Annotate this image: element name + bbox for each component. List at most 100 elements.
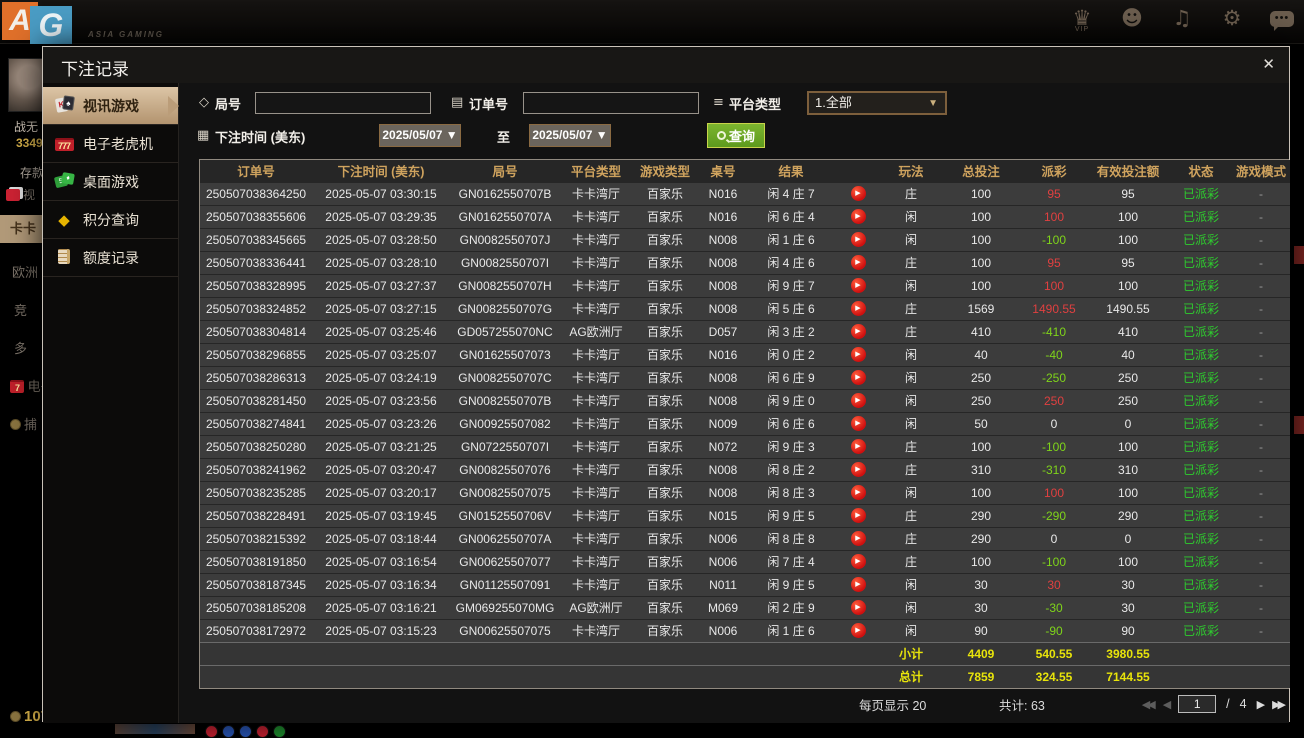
replay-play-icon[interactable]: ▶: [850, 416, 866, 432]
cell-platform: AG欧洲厅: [560, 595, 632, 619]
replay-play-icon[interactable]: ▶: [850, 439, 866, 455]
cell-game-mode: -: [1232, 273, 1290, 297]
cell-status: 已派彩: [1170, 618, 1232, 642]
cell-replay: ▶: [834, 595, 882, 619]
sidebar-item-video-games[interactable]: K ♠ 视讯游戏: [43, 87, 179, 125]
cell-round-no: GN0062550707A: [450, 526, 560, 550]
cell-table-no: N016: [698, 342, 748, 366]
table-row: 250507038355606 2025-05-07 03:29:35 GN0162…: [200, 204, 1290, 228]
replay-play-icon[interactable]: ▶: [850, 600, 866, 616]
cell-valid-bet: 40: [1086, 342, 1170, 366]
replay-play-icon[interactable]: ▶: [850, 255, 866, 271]
replay-play-icon[interactable]: ▶: [850, 462, 866, 478]
replay-play-icon[interactable]: ▶: [850, 186, 866, 202]
cell-result: 闲 4 庄 7: [748, 181, 834, 205]
replay-play-icon[interactable]: ▶: [850, 301, 866, 317]
replay-play-icon[interactable]: ▶: [850, 393, 866, 409]
cell-play-type: 闲: [882, 273, 940, 297]
cell-replay: ▶: [834, 549, 882, 573]
page-number-input[interactable]: [1178, 695, 1217, 713]
table-row: 250507038250280 2025-05-07 03:21:25 GN0722…: [200, 434, 1290, 458]
sidebar-item-credit-records[interactable]: 额度记录: [43, 239, 178, 277]
bet-table-body: 250507038364250 2025-05-07 03:30:15 GN0162…: [200, 181, 1290, 688]
vip-icon[interactable]: ♛ VIP: [1072, 6, 1092, 33]
first-page-icon[interactable]: ◀◀: [1141, 697, 1156, 711]
replay-play-icon[interactable]: ▶: [850, 554, 866, 570]
cell-game-type: 百家乐: [632, 365, 698, 389]
replay-play-icon[interactable]: ▶: [850, 623, 866, 639]
next-page-icon[interactable]: ▶: [1256, 697, 1266, 711]
table-row: 250507038364250 2025-05-07 03:30:15 GN0162…: [200, 181, 1290, 205]
replay-play-icon[interactable]: ▶: [850, 370, 866, 386]
totals-payout: 324.55: [1022, 664, 1086, 688]
cell-game-mode: -: [1232, 250, 1290, 274]
sidebar-item-points-query[interactable]: ◆ 积分查询: [43, 201, 178, 239]
replay-play-icon[interactable]: ▶: [850, 577, 866, 593]
replay-play-icon[interactable]: ▶: [850, 324, 866, 340]
order-no-input[interactable]: [523, 92, 699, 114]
cell-round-no: GN0162550707A: [450, 204, 560, 228]
close-icon[interactable]: ✕: [1262, 56, 1275, 73]
cell-total-bet: 30: [940, 595, 1022, 619]
cell-round-no: GN00625507077: [450, 549, 560, 573]
cell-result: 闲 1 庄 6: [748, 618, 834, 642]
game-dot: [273, 725, 286, 738]
music-icon[interactable]: ♫: [1172, 6, 1192, 30]
dialog-content: ◇ 局号 ▤ 订单号 ≡ 平台类型 1.全部 ▼ ▦ 下注时间 (美东) 202…: [179, 83, 1290, 723]
cell-platform: 卡卡湾厅: [560, 342, 632, 366]
calendar-icon: ▦: [197, 128, 210, 143]
sidebar-item-slots[interactable]: 777 电子老虎机: [43, 125, 178, 163]
cell-total-bet: 50: [940, 411, 1022, 435]
cell-valid-bet: 100: [1086, 227, 1170, 251]
date-to-picker[interactable]: 2025/05/07 ▼: [529, 124, 611, 147]
cell-total-bet: 100: [940, 250, 1022, 274]
cell-bet-time: 2025-05-07 03:16:34: [312, 572, 450, 596]
cell-valid-bet: 310: [1086, 457, 1170, 481]
cell-platform: 卡卡湾厅: [560, 549, 632, 573]
total-count-label: 共计: 63: [999, 698, 1045, 713]
cell-platform: 卡卡湾厅: [560, 457, 632, 481]
cell-bet-time: 2025-05-07 03:29:35: [312, 204, 450, 228]
sidebar-item-table-games[interactable]: 5♦ 桌面游戏: [43, 163, 178, 201]
customer-service-icon[interactable]: ☻: [1121, 6, 1143, 30]
date-from-picker[interactable]: 2025/05/07 ▼: [379, 124, 461, 147]
column-header: 结果: [748, 160, 834, 182]
replay-play-icon[interactable]: ▶: [850, 232, 866, 248]
cell-table-no: M069: [698, 595, 748, 619]
totals-spacer: [200, 641, 882, 665]
cell-payout: -90: [1022, 618, 1086, 642]
cell-table-no: N016: [698, 204, 748, 228]
round-no-input[interactable]: [255, 92, 431, 114]
replay-play-icon[interactable]: ▶: [850, 531, 866, 547]
search-button[interactable]: 查询: [707, 123, 765, 148]
column-header: 游戏类型: [632, 160, 698, 182]
replay-play-icon[interactable]: ▶: [850, 347, 866, 363]
cell-payout: -250: [1022, 365, 1086, 389]
cell-bet-time: 2025-05-07 03:24:19: [312, 365, 450, 389]
cell-total-bet: 100: [940, 549, 1022, 573]
replay-play-icon[interactable]: ▶: [850, 278, 866, 294]
replay-play-icon[interactable]: ▶: [850, 485, 866, 501]
cell-payout: 250: [1022, 388, 1086, 412]
replay-play-icon[interactable]: ▶: [850, 209, 866, 225]
chat-icon[interactable]: •••: [1268, 6, 1296, 36]
cell-payout: -100: [1022, 549, 1086, 573]
search-icon: [716, 131, 726, 140]
settings-gear-icon[interactable]: ⚙: [1222, 6, 1242, 30]
lobby-tab-jing: 竞: [14, 303, 28, 318]
cell-result: 闲 2 庄 9: [748, 595, 834, 619]
lobby-tab-duo: 多: [14, 341, 28, 356]
platform-type-select[interactable]: 1.全部 ▼: [807, 91, 947, 115]
last-page-icon[interactable]: ▶▶: [1272, 697, 1286, 711]
column-header: 玩法: [882, 160, 940, 182]
cell-order-no: 250507038241962: [200, 457, 312, 481]
prev-page-icon[interactable]: ◀: [1162, 697, 1172, 711]
cell-result: 闲 0 庄 2: [748, 342, 834, 366]
replay-play-icon[interactable]: ▶: [850, 508, 866, 524]
cell-play-type: 闲: [882, 388, 940, 412]
cell-bet-time: 2025-05-07 03:16:54: [312, 549, 450, 573]
dialog-titlebar: 下注记录 ✕: [43, 47, 1289, 83]
deposit-label[interactable]: 存款: [20, 166, 45, 180]
totals-spacer: [200, 664, 882, 688]
cell-game-mode: -: [1232, 227, 1290, 251]
